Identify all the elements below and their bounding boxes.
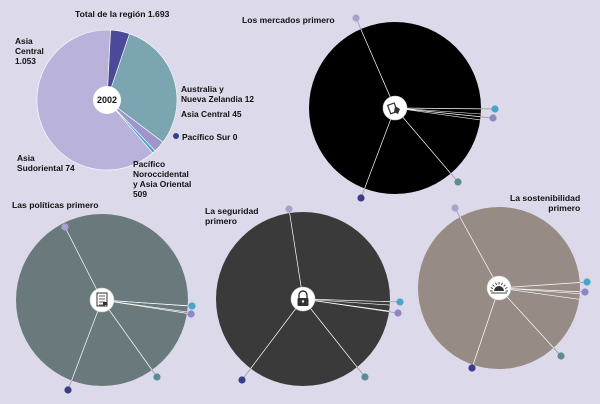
value-dot (153, 373, 161, 381)
value-dot (396, 298, 404, 306)
slice-line (241, 298, 304, 381)
slice-line (101, 299, 158, 378)
label-pacifico-sur: Pacífico Sur 0 (182, 132, 238, 142)
slice-line (101, 299, 188, 313)
pie-center-hole (93, 86, 121, 114)
slice-line (394, 107, 481, 121)
label-asia-sudoriental: Asia Sudoriental 74 (17, 153, 75, 173)
market-icon (386, 102, 400, 115)
label-asia-central-45: Asia Central 45 (181, 109, 242, 119)
slice-line (302, 298, 390, 312)
value-dot (489, 114, 497, 122)
slice-line (498, 287, 580, 300)
slice-line (498, 287, 586, 293)
slice-line (67, 299, 103, 391)
value-dot (187, 310, 195, 318)
value-dot (238, 376, 246, 384)
value-dot (581, 288, 589, 296)
slice-line (394, 107, 481, 115)
slice-line (302, 298, 390, 306)
sunrise-icon (490, 282, 508, 294)
scenario-pie-scenario-sustainability (418, 204, 591, 372)
label-pacifico-noroccidental: Pacífico Noroccidental y Asia Oriental 5… (133, 159, 192, 199)
pie-title-security: La seguridad primero (205, 206, 259, 226)
slice-line (471, 287, 500, 369)
scenario-pie-scenario-policy (16, 214, 196, 394)
value-dot (583, 278, 591, 286)
pie-title-policy: Las políticas primero (12, 200, 99, 210)
value-dot (468, 364, 476, 372)
slice-line (498, 287, 562, 357)
slice-line (394, 107, 494, 119)
value-dot (557, 352, 565, 360)
slice-line (302, 298, 366, 378)
value-dot (285, 205, 293, 213)
value-dot (451, 204, 459, 212)
slice-line (394, 107, 459, 183)
pie-slice-4 (106, 29, 130, 101)
label-asia-central: Asia Central 1.053 (15, 36, 44, 66)
slice-line (394, 107, 496, 110)
slice-line (498, 287, 580, 294)
document-icon (96, 292, 108, 307)
value-dot (61, 223, 69, 231)
padlock-icon (297, 290, 309, 306)
pie-title-markets: Los mercados primero (242, 15, 335, 25)
legend-dot-pacifico-sur (173, 133, 179, 139)
pie-title-region: Total de la región 1.693 (75, 9, 170, 19)
slice-line (288, 208, 304, 300)
value-dot (357, 194, 365, 202)
slice-line (454, 207, 500, 289)
slice-line (355, 17, 396, 109)
pie-title-sustainability: La sostenibilidad primero (510, 193, 581, 213)
value-dot (352, 14, 360, 22)
value-dot (491, 105, 499, 113)
value-dot (64, 386, 72, 394)
slice-line (498, 281, 588, 289)
pie-slice-3 (106, 33, 178, 143)
slice-line (64, 226, 103, 301)
slice-line (360, 107, 396, 199)
slice-line (302, 298, 401, 303)
value-dot (361, 373, 369, 381)
slice-line (101, 299, 188, 307)
value-dot (394, 309, 402, 317)
scenario-pie-scenario-security (216, 205, 404, 386)
scenario-pie-scenario-markets (309, 14, 499, 202)
pie-center-label: 2002 (97, 95, 117, 105)
label-australia-nz: Australia y Nueva Zelandia 12 (181, 84, 255, 104)
value-dot (188, 302, 196, 310)
value-dot (454, 178, 462, 186)
